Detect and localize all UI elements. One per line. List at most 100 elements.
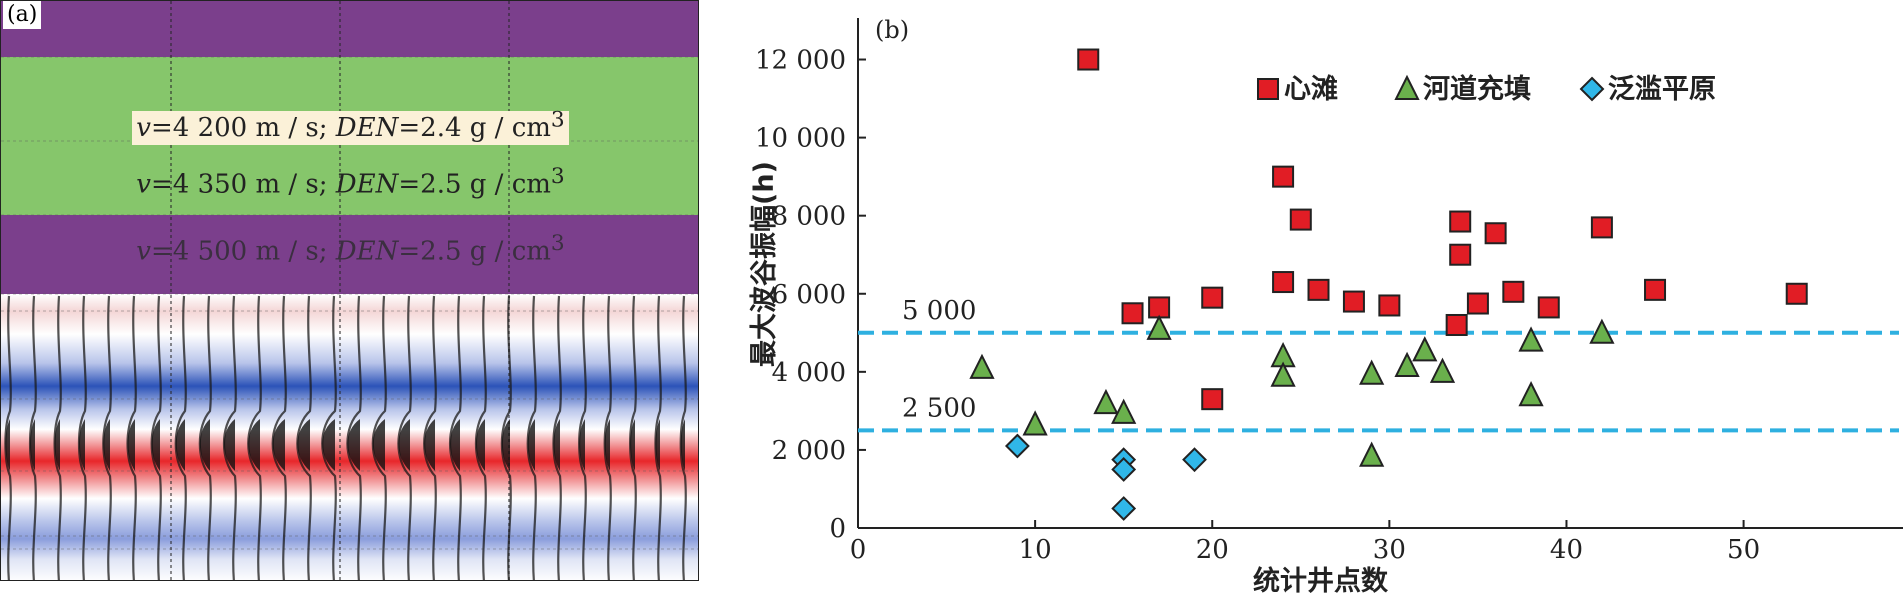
legend-marker-diamond [1579, 76, 1605, 102]
model-layers [1, 1, 698, 580]
data-point-square [1502, 280, 1525, 303]
data-point-square [1644, 278, 1667, 301]
trace-fill [199, 419, 210, 471]
trace-fill [223, 419, 235, 471]
data-point-triangle [1359, 441, 1385, 467]
panel-a-model: (a) v=4 200 m / s; DEN=2.4 g / cm3 v=4 3… [0, 0, 699, 581]
data-point-triangle [1394, 351, 1420, 377]
data-point-triangle [1412, 336, 1438, 362]
data-point-square [1201, 286, 1224, 309]
data-point-square [1307, 278, 1330, 301]
x-axis-label: 统计井点数 [1253, 565, 1389, 597]
y-tick-label: 4 000 [772, 358, 846, 388]
trace-fill [54, 419, 60, 471]
trace-fill [30, 419, 35, 471]
y-tick-label: 10 000 [755, 124, 846, 154]
x-tick-label: 20 [1196, 535, 1229, 565]
reference-line-label: 2 500 [902, 393, 976, 423]
trace-fill [272, 419, 285, 471]
data-point-square [1272, 165, 1295, 188]
layer-top-label: v=4 200 m / s; DEN=2.4 g / cm3 [1, 107, 698, 145]
data-point-square [1289, 208, 1312, 231]
data-points [969, 48, 1808, 521]
data-point-triangle [1359, 359, 1385, 385]
data-point-square [1785, 282, 1808, 305]
layer-top-highlight: v=4 200 m / s; DEN=2.4 g / cm3 [132, 107, 569, 145]
trace-fill [322, 419, 335, 471]
data-point-triangle [1270, 361, 1296, 387]
y-tick-label: 2 000 [772, 436, 846, 466]
trace-fill [347, 419, 360, 471]
trace-fill [630, 419, 635, 471]
data-point-square [1272, 271, 1295, 294]
trace-fill [127, 419, 135, 471]
data-point-square [1484, 222, 1507, 245]
layer-middle-label: v=4 350 m / s; DEN=2.5 g / cm3 [136, 164, 565, 200]
trace-fill [248, 419, 260, 471]
data-point-square [1342, 290, 1365, 313]
legend-label: 河道充填 [1423, 73, 1531, 105]
data-point-square [1077, 48, 1100, 71]
legend: 心滩 河道充填 泛滥平原 [1257, 73, 1716, 105]
trace-fill [151, 419, 160, 471]
data-point-triangle [1022, 410, 1048, 436]
data-point-square [1445, 313, 1468, 336]
trace-fill [579, 419, 585, 471]
data-point-square [1590, 216, 1613, 239]
data-point-square [1201, 388, 1224, 411]
data-point-triangle [1518, 381, 1544, 407]
trace-fill [475, 419, 485, 471]
data-point-triangle [1111, 398, 1137, 424]
y-tick-label: 8 000 [772, 202, 846, 232]
trace-fill [527, 419, 535, 471]
trace-fill [175, 419, 185, 471]
legend-label: 心滩 [1284, 73, 1338, 105]
y-axis-label: 最大波谷振幅(h) [749, 161, 780, 367]
data-point-square [1449, 243, 1472, 266]
x-tick-label: 50 [1727, 535, 1760, 565]
data-point-square [1466, 292, 1489, 315]
trace-fill [103, 419, 110, 471]
data-point-triangle [1146, 314, 1172, 340]
seismic-traces [4, 295, 687, 580]
panel-a-label: (a) [3, 1, 42, 29]
data-point-square [1537, 296, 1560, 319]
trace-fill [398, 419, 410, 471]
data-point-diamond [1004, 433, 1030, 459]
reference-line-label: 5 000 [902, 296, 976, 326]
data-point-triangle [1589, 318, 1615, 344]
y-tick-label: 12 000 [755, 46, 846, 76]
data-point-triangle [1518, 326, 1544, 352]
data-point-square [1148, 296, 1171, 319]
layer-bottom-purple [1, 215, 698, 294]
x-tick-label: 0 [850, 535, 867, 565]
scatter-chart: 0 2 000 4 000 6 000 8 000 10 000 12 000 0 10 20 30… [749, 16, 1903, 597]
trace-fill [680, 419, 685, 471]
trace-fill [297, 419, 310, 471]
axes: 0 2 000 4 000 6 000 8 000 10 000 12 000 0 10 20 30… [755, 18, 1903, 565]
x-tick-label: 40 [1550, 535, 1583, 565]
data-point-diamond [1111, 496, 1137, 521]
legend-marker-square [1257, 78, 1279, 100]
data-point-square [1378, 294, 1401, 317]
y-tick-label: 0 [829, 514, 846, 544]
layer-top-purple [1, 1, 698, 57]
legend-label: 泛滥平原 [1608, 74, 1716, 105]
x-tick-label: 10 [1019, 535, 1052, 565]
data-point-diamond [1111, 457, 1137, 482]
data-point-triangle [1429, 357, 1456, 383]
layer-bottom-label: v=4 500 m / s; DEN=2.5 g / cm3 [136, 231, 565, 267]
panel-b-scatter: 0 2 000 4 000 6 000 8 000 10 000 12 000 0 10 20 30… [700, 0, 1903, 597]
model-graphic [1, 1, 698, 580]
data-point-square [1449, 210, 1472, 233]
trace-fill [450, 419, 460, 471]
trace-fill [501, 419, 510, 471]
trace-fill [372, 419, 385, 471]
y-tick-label: 6 000 [772, 280, 846, 310]
trace-fill [424, 419, 435, 471]
trace-fill [553, 419, 560, 471]
trace-fill [5, 419, 10, 471]
data-point-square [1121, 302, 1144, 325]
trace-fill [78, 419, 85, 471]
data-point-triangle [1093, 388, 1119, 415]
